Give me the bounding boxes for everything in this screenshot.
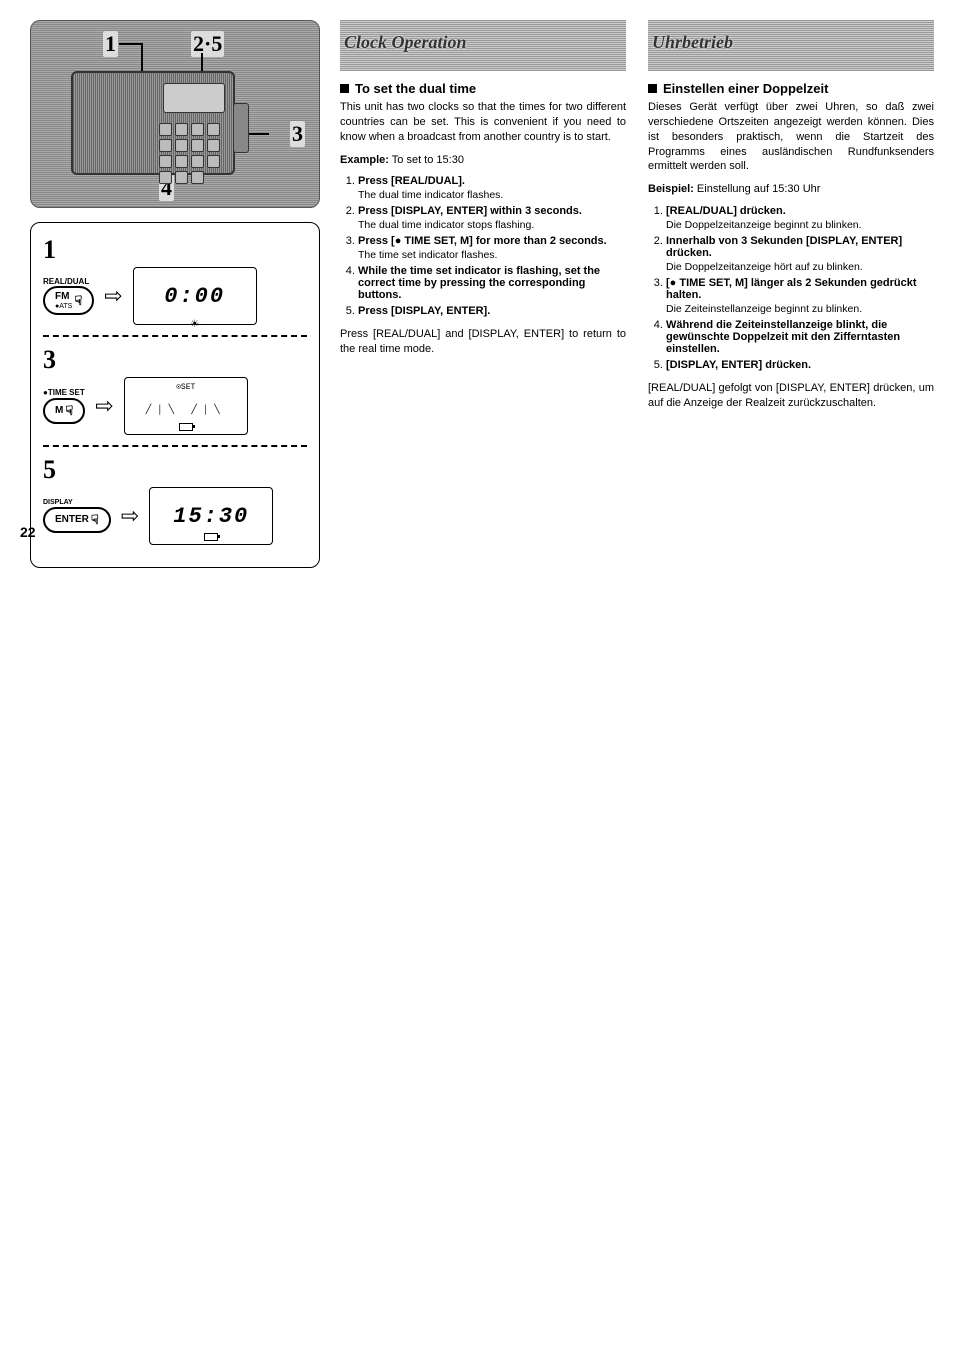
example-label-en: Example: [340, 154, 389, 166]
callout-1: 1 [103, 31, 118, 57]
m-label: M [55, 405, 63, 417]
step-5-button-group: DISPLAY ENTER ☟ [43, 499, 111, 533]
step-note: The time set indicator flashes. [358, 249, 626, 261]
step-bold: [● TIME SET, M] länger als 2 Sekunden ge… [666, 277, 917, 301]
finger-press-icon: ☟ [91, 512, 99, 528]
fm-label: FM [55, 291, 72, 303]
subhead-en-text: To set the dual time [355, 81, 476, 96]
m-button: M ☟ [43, 398, 85, 424]
battery-icon [179, 423, 193, 431]
step-1-lcd: 0:00 -☀- [133, 267, 257, 325]
step-3-lcd: ⊙SET ╱│╲ ╱│╲ [124, 377, 248, 435]
callout-2-5: 2·5 [191, 31, 224, 57]
step-bold: While the time set indicator is flashing… [358, 265, 600, 301]
step-note: The dual time indicator flashes. [358, 189, 626, 201]
lcd-segments-icon: ╱│╲ ╱│╲ [146, 405, 226, 415]
example-en: Example: To set to 15:30 [340, 153, 626, 168]
real-dual-label: REAL/DUAL [43, 277, 89, 287]
flash-icon: -☀- [183, 317, 206, 332]
finger-press-icon: ☟ [65, 403, 73, 419]
lcd-time-1530: 15:30 [173, 504, 249, 529]
list-item: Während die Zeiteinstellanzeige blinkt, … [666, 319, 934, 355]
step-3-num: 3 [43, 347, 307, 373]
intro-de: Dieses Gerät verfügt über zwei Uhren, so… [648, 100, 934, 174]
lcd-time-000: 0:00 [164, 284, 225, 309]
illustration-column: 1 2·5 3 4 1 [30, 20, 320, 568]
subhead-de: Einstellen einer Doppelzeit [648, 81, 934, 96]
arrow-right-icon: ⇨ [121, 505, 139, 527]
list-item: [DISPLAY, ENTER] drücken. [666, 359, 934, 371]
steps-list-en: Press [REAL/DUAL]. The dual time indicat… [340, 175, 626, 317]
battery-icon [204, 533, 218, 541]
device-numpad-icon [159, 123, 224, 184]
step-bold: Press [DISPLAY, ENTER] within 3 seconds. [358, 205, 582, 217]
step-bold: Press [DISPLAY, ENTER]. [358, 305, 490, 317]
step-bold: [DISPLAY, ENTER] drücken. [666, 359, 811, 371]
time-set-label: ●TIME SET [43, 388, 85, 398]
intro-en: This unit has two clocks so that the tim… [340, 100, 626, 145]
enter-label: ENTER [55, 514, 89, 526]
step-3: 3 ●TIME SET M ☟ ⇨ ⊙SET ╱│╲ ╱│╲ [43, 335, 307, 445]
list-item: [● TIME SET, M] länger als 2 Sekunden ge… [666, 277, 934, 315]
step-bold: Press [● TIME SET, M] for more than 2 se… [358, 235, 607, 247]
step-note: The dual time indicator stops flashing. [358, 219, 626, 231]
step-1: 1 REAL/DUAL FM ●ATS ☟ ⇨ [43, 233, 307, 335]
device-panel: 1 2·5 3 4 [30, 20, 320, 208]
black-square-icon [648, 84, 657, 93]
english-column: Clock Operation To set the dual time Thi… [340, 20, 626, 419]
list-item: [REAL/DUAL] drücken. Die Doppelzeitanzei… [666, 205, 934, 231]
device-illustration [71, 71, 235, 175]
subhead-de-text: Einstellen einer Doppelzeit [663, 81, 828, 96]
ats-label: ●ATS [55, 303, 72, 310]
example-text-en: To set to 15:30 [392, 154, 464, 166]
manual-page: 1 2·5 3 4 1 [0, 0, 954, 588]
example-text-de: Einstellung auf 15:30 Uhr [697, 183, 821, 195]
step-3-button-group: ●TIME SET M ☟ [43, 388, 85, 423]
step-1-num: 1 [43, 237, 307, 263]
example-de: Beispiel: Einstellung auf 15:30 Uhr [648, 182, 934, 197]
finger-press-icon: ☟ [74, 293, 82, 309]
callout-3: 3 [290, 121, 305, 147]
list-item: Press [DISPLAY, ENTER]. [358, 305, 626, 317]
example-label-de: Beispiel: [648, 183, 694, 195]
step-1-button-group: REAL/DUAL FM ●ATS ☟ [43, 277, 94, 316]
lcd-oset-label: ⊙SET [176, 382, 195, 392]
text-columns: Clock Operation To set the dual time Thi… [340, 20, 934, 419]
step-bold: [REAL/DUAL] drücken. [666, 205, 786, 217]
fm-ats-button: FM ●ATS ☟ [43, 286, 94, 315]
step-bold: Während die Zeiteinstellanzeige blinkt, … [666, 319, 900, 355]
step-note: Die Zeiteinstellanzeige beginnt zu blink… [666, 303, 934, 315]
step-5-lcd: 15:30 [149, 487, 273, 545]
steps-list-de: [REAL/DUAL] drücken. Die Doppelzeitanzei… [648, 205, 934, 371]
page-number: 22 [20, 524, 36, 540]
black-square-icon [340, 84, 349, 93]
step-note: Die Doppelzeitanzeige beginnt zu blinken… [666, 219, 934, 231]
step-bold: Press [REAL/DUAL]. [358, 175, 465, 187]
list-item: While the time set indicator is flashing… [358, 265, 626, 301]
section-banner-de: Uhrbetrieb [648, 20, 934, 71]
step-note: Die Doppelzeitanzeige hört auf zu blinke… [666, 261, 934, 273]
section-banner-en: Clock Operation [340, 20, 626, 71]
footer-en: Press [REAL/DUAL] and [DISPLAY, ENTER] t… [340, 327, 626, 357]
list-item: Press [● TIME SET, M] for more than 2 se… [358, 235, 626, 261]
arrow-right-icon: ⇨ [95, 395, 113, 417]
display-label: DISPLAY [43, 499, 73, 507]
list-item: Press [REAL/DUAL]. The dual time indicat… [358, 175, 626, 201]
list-item: Press [DISPLAY, ENTER] within 3 seconds.… [358, 205, 626, 231]
list-item: Innerhalb von 3 Sekunden [DISPLAY, ENTER… [666, 235, 934, 273]
enter-button: ENTER ☟ [43, 507, 111, 533]
step-5-num: 5 [43, 457, 307, 483]
footer-de: [REAL/DUAL] gefolgt von [DISPLAY, ENTER]… [648, 381, 934, 411]
device-lcd-icon [163, 83, 225, 113]
german-column: Uhrbetrieb Einstellen einer Doppelzeit D… [648, 20, 934, 419]
subhead-en: To set the dual time [340, 81, 626, 96]
steps-card: 1 REAL/DUAL FM ●ATS ☟ ⇨ [30, 222, 320, 568]
arrow-right-icon: ⇨ [104, 285, 122, 307]
step-bold: Innerhalb von 3 Sekunden [DISPLAY, ENTER… [666, 235, 902, 259]
step-5: 5 DISPLAY ENTER ☟ ⇨ 15:30 [43, 445, 307, 555]
